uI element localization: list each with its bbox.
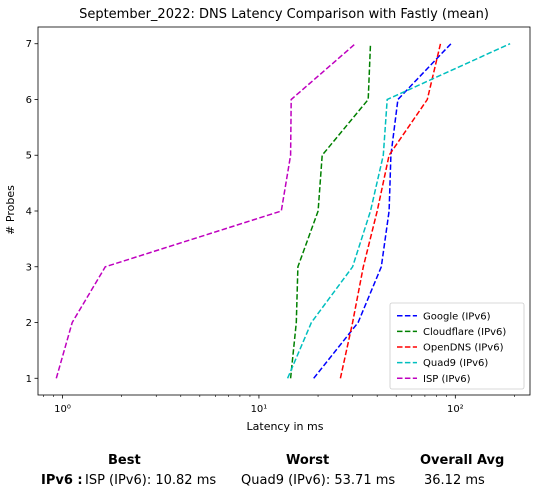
series-line-0 bbox=[313, 43, 452, 379]
overall-avg-value: 36.12 ms bbox=[424, 473, 485, 488]
y-tick-label-4: 5 bbox=[26, 151, 32, 162]
series-line-4 bbox=[55, 43, 356, 379]
x-axis-label: Latency in ms bbox=[247, 420, 324, 433]
chart-title: September_2022: DNS Latency Comparison w… bbox=[79, 7, 489, 22]
y-tick-label-3: 4 bbox=[26, 207, 32, 218]
y-tick-label-2: 3 bbox=[26, 262, 32, 273]
legend-label-1: Cloudflare (IPv6) bbox=[423, 327, 506, 338]
x-tick-label-1: 10¹ bbox=[251, 404, 268, 415]
y-tick-label-0: 1 bbox=[26, 374, 32, 385]
y-tick-label-1: 2 bbox=[26, 318, 32, 329]
best-value: ISP (IPv6): 10.82 ms bbox=[85, 473, 217, 488]
y-tick-label-5: 6 bbox=[26, 95, 32, 106]
overall-avg-header: Overall Avg bbox=[420, 453, 505, 468]
series-line-3 bbox=[286, 43, 511, 379]
legend-label-0: Google (IPv6) bbox=[423, 311, 491, 322]
latency-chart: September_2022: DNS Latency Comparison w… bbox=[4, 7, 531, 433]
ipv6-row-label: IPv6 : bbox=[41, 473, 83, 488]
legend-box bbox=[389, 302, 525, 390]
legend-label-2: OpenDNS (IPv6) bbox=[423, 343, 504, 354]
best-header: Best bbox=[108, 453, 141, 468]
worst-header: Worst bbox=[286, 453, 330, 468]
x-tick-label-2: 10² bbox=[447, 404, 464, 415]
worst-value: Quad9 (IPv6): 53.71 ms bbox=[241, 473, 396, 488]
series-line-1 bbox=[289, 43, 372, 379]
series-line-2 bbox=[339, 43, 442, 379]
y-tick-label-6: 7 bbox=[26, 39, 32, 50]
plot-area: 10⁰ 10¹ 10² 1 2 3 4 5 6 7 bbox=[26, 26, 531, 415]
legend-label-3: Quad9 (IPv6) bbox=[423, 358, 488, 369]
summary-table: Best Worst Overall Avg IPv6 : ISP (IPv6)… bbox=[0, 448, 541, 494]
y-axis-label: # Probes bbox=[4, 185, 17, 235]
legend-label-4: ISP (IPv6) bbox=[423, 374, 471, 385]
x-tick-label-0: 10⁰ bbox=[54, 404, 71, 415]
legend: Google (IPv6) Cloudflare (IPv6) OpenDNS (I… bbox=[389, 302, 525, 390]
